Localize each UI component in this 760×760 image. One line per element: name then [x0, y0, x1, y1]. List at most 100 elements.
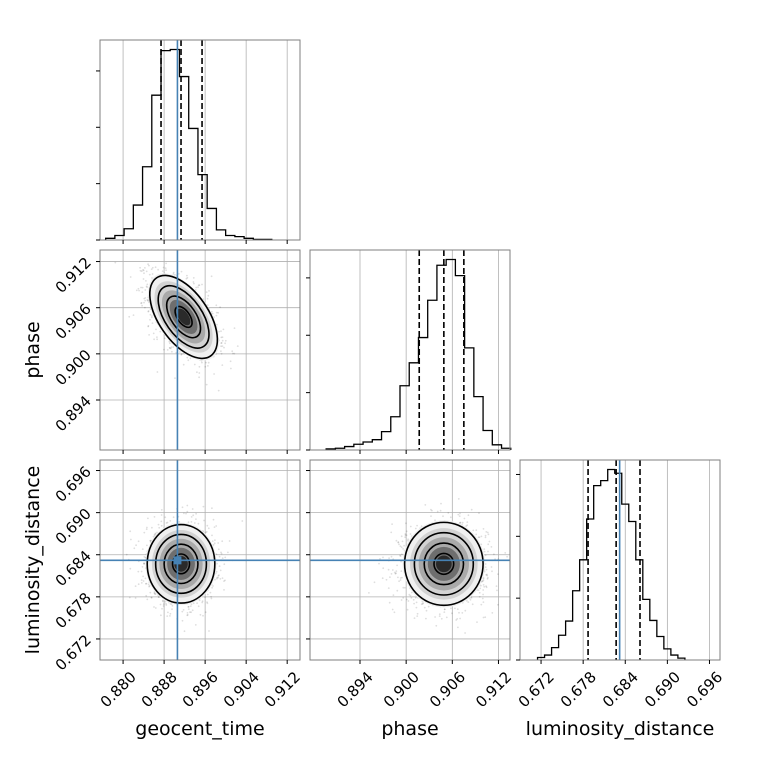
sample-point — [147, 300, 149, 302]
sample-point — [206, 601, 208, 603]
panel-frame-hist-geocent-time — [99, 39, 301, 241]
sample-point — [157, 596, 160, 598]
sample-point — [470, 508, 473, 511]
y-tick-label-phase: 0.906 — [52, 300, 95, 343]
sample-point — [144, 299, 147, 302]
sample-point — [407, 539, 409, 542]
sample-point — [228, 540, 231, 542]
sample-point — [187, 606, 190, 608]
sample-point — [150, 268, 153, 271]
sample-point — [436, 510, 439, 513]
sample-point — [165, 522, 168, 524]
contour-level — [163, 543, 199, 585]
sample-point — [399, 554, 401, 557]
sample-point — [162, 603, 165, 605]
sample-point — [157, 596, 160, 598]
sample-point — [142, 269, 144, 271]
sample-point — [427, 605, 430, 608]
sample-point — [224, 342, 227, 345]
x-tick-label-phase: 0.912 — [472, 668, 515, 711]
sample-point — [223, 563, 226, 566]
sample-point — [230, 367, 232, 370]
sample-point — [198, 284, 201, 287]
sample-point — [182, 609, 185, 611]
sample-point — [212, 543, 215, 546]
sample-point — [434, 616, 436, 618]
sample-point — [164, 267, 167, 270]
sample-point — [155, 328, 157, 331]
sample-point — [461, 521, 464, 524]
sample-point — [485, 585, 487, 588]
sample-point — [169, 615, 171, 617]
sample-point — [420, 603, 423, 606]
sample-point — [189, 357, 192, 360]
sample-point — [149, 540, 152, 542]
sample-point — [397, 541, 400, 543]
sample-point — [421, 603, 424, 605]
sample-point — [152, 332, 155, 335]
sample-point — [390, 573, 393, 575]
sample-point — [145, 582, 147, 585]
sample-point — [204, 611, 207, 614]
sample-point — [181, 610, 184, 613]
sample-point — [481, 597, 484, 600]
sample-point — [470, 597, 473, 599]
sample-point — [190, 603, 193, 606]
sample-point — [171, 350, 173, 353]
sample-point — [407, 538, 409, 541]
x-tick-label-luminosity-distance: 0.684 — [599, 668, 642, 711]
sample-point — [206, 297, 209, 300]
sample-point — [482, 593, 484, 596]
histogram-layer — [104, 40, 686, 660]
sample-point — [210, 275, 213, 278]
sample-point — [218, 565, 221, 567]
sample-point — [168, 340, 171, 343]
sample-point — [139, 269, 142, 272]
sample-point — [187, 521, 190, 524]
sample-point — [140, 579, 143, 581]
sample-point — [484, 554, 487, 557]
contour-level — [433, 552, 455, 576]
sample-point — [150, 316, 153, 319]
x-axis-label-geocent-time: geocent_time — [135, 718, 264, 740]
sample-point — [144, 289, 147, 291]
sample-point — [434, 519, 436, 522]
sample-point — [125, 553, 128, 556]
sample-point — [220, 552, 223, 555]
sample-point — [189, 611, 191, 613]
sample-point — [178, 272, 180, 275]
sample-point — [148, 264, 150, 267]
sample-point — [378, 562, 380, 565]
sample-point — [211, 586, 214, 589]
sample-point — [400, 570, 403, 572]
sample-point — [207, 294, 210, 297]
sample-point — [486, 574, 489, 577]
sample-point — [137, 540, 140, 543]
sample-point — [142, 269, 145, 272]
sample-point — [201, 601, 204, 604]
sample-point — [154, 607, 157, 609]
x-axis-label-luminosity-distance: luminosity_distance — [526, 718, 715, 740]
sample-point — [147, 325, 150, 328]
sample-point — [397, 576, 399, 579]
sample-point — [146, 283, 149, 286]
sample-point — [156, 371, 159, 373]
sample-point — [425, 617, 427, 620]
sample-point — [140, 286, 142, 289]
sample-point — [472, 529, 475, 532]
sample-point — [206, 304, 209, 306]
sample-point — [144, 306, 146, 309]
sample-point — [143, 556, 146, 558]
sample-point — [169, 603, 172, 605]
sample-point — [178, 521, 181, 523]
sample-point — [413, 617, 416, 619]
x-tick-label-geocent-time: 0.896 — [179, 668, 222, 711]
sample-point — [218, 555, 221, 558]
sample-point — [166, 349, 169, 351]
sample-point — [400, 599, 403, 601]
sample-point — [221, 577, 224, 579]
sample-point — [393, 611, 396, 614]
sample-point — [416, 524, 418, 527]
sample-point — [213, 542, 216, 545]
